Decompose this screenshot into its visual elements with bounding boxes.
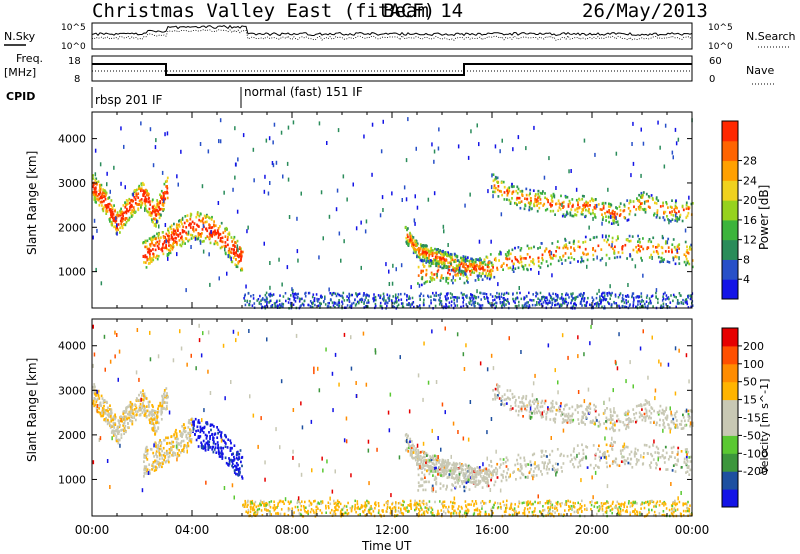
noise-tick-bottom-right: 10^0 xyxy=(708,42,733,52)
colorbar-tick: 200 xyxy=(743,340,764,353)
colorbar-tick: 4 xyxy=(743,273,750,286)
colorbar-tick: 12 xyxy=(743,234,757,247)
xtick-label: 08:00 xyxy=(275,523,310,537)
colorbar-tick: -50 xyxy=(743,429,761,442)
beam-label: Beam 14 xyxy=(383,0,463,22)
colorbar-tick: 16 xyxy=(743,214,757,227)
colorbar-swatch xyxy=(722,160,738,181)
power-panel: 1000 2000 3000 4000 xyxy=(58,111,694,310)
xtick-label: 04:00 xyxy=(175,523,210,537)
ytick-label: 2000 xyxy=(58,429,86,442)
ytick-label: 1000 xyxy=(58,473,86,486)
noise-tick-top-right: 10^5 xyxy=(708,23,733,33)
freq-tick-bottom: 8 xyxy=(74,74,80,85)
nsearch-label: N.Search xyxy=(746,30,796,43)
colorbar-tick: -15 xyxy=(743,412,761,425)
nave-tick-bottom: 0 xyxy=(709,74,715,85)
noise-sky-line xyxy=(91,24,693,37)
colorbar-swatch xyxy=(722,180,738,201)
velocity-ylabel: Slant Range [km] xyxy=(25,358,39,462)
velocity-colorbar: 200 100 50 15 -15 -50 -100 -200 xyxy=(721,327,768,508)
velocity-colorbar-label: Velocity [m s^-1] xyxy=(758,379,771,474)
cpid-segment-2: normal (fast) 151 IF xyxy=(244,85,363,99)
colorbar-swatch xyxy=(722,471,738,490)
xtick-label: 20:00 xyxy=(575,523,610,537)
xtick-label: 12:00 xyxy=(375,523,410,537)
xlabel: Time UT xyxy=(361,539,412,553)
cpid-label: CPID xyxy=(6,90,35,103)
xtick-label: 00:00 xyxy=(75,523,110,537)
nsky-label: N.Sky xyxy=(4,30,36,43)
xtick-label: 00:00 xyxy=(675,523,710,537)
power-colorbar: 4 8 12 16 20 24 28 xyxy=(721,120,757,300)
noise-tick-top-left: 10^5 xyxy=(61,23,86,33)
power-ylabel: Slant Range [km] xyxy=(25,151,39,255)
freq-line xyxy=(92,63,692,76)
colorbar-swatch xyxy=(722,140,738,162)
colorbar-tick: 50 xyxy=(743,376,757,389)
xtick-label: 16:00 xyxy=(475,523,510,537)
colorbar-tick: 15 xyxy=(743,394,757,407)
freq-unit: [MHz] xyxy=(4,66,36,79)
colorbar-swatch xyxy=(722,239,738,260)
page-title: Christmas Valley East (fitACF) xyxy=(92,0,435,22)
colorbar-swatch xyxy=(722,345,738,365)
cpid-segment-1: rbsp 201 IF xyxy=(95,93,162,107)
noise-tick-bottom-left: 10^0 xyxy=(61,42,86,52)
colorbar-swatch xyxy=(722,363,738,383)
power-colorbar-label: Power [dB] xyxy=(757,185,771,250)
colorbar-tick: 8 xyxy=(743,253,750,266)
colorbar-swatch xyxy=(722,489,738,508)
colorbar-swatch xyxy=(722,399,738,418)
ytick-label: 3000 xyxy=(58,384,86,397)
colorbar-swatch xyxy=(722,417,738,436)
nave-tick-top: 60 xyxy=(709,56,722,67)
ytick-label: 2000 xyxy=(58,221,86,234)
noise-panel xyxy=(91,22,693,50)
colorbar-tick: 100 xyxy=(743,358,764,371)
ytick-label: 1000 xyxy=(58,266,86,279)
colorbar-swatch xyxy=(722,219,738,241)
colorbar-tick: -100 xyxy=(743,447,768,460)
nave-label: Nave xyxy=(746,64,774,77)
colorbar-swatch xyxy=(722,121,738,142)
freq-label: Freq. xyxy=(16,52,43,65)
velocity-cells xyxy=(92,323,694,518)
colorbar-tick: -200 xyxy=(743,465,768,478)
ytick-label: 4000 xyxy=(58,340,86,353)
ytick-label: 3000 xyxy=(58,177,86,190)
colorbar-tick: 20 xyxy=(743,194,757,207)
ytick-label: 4000 xyxy=(58,133,86,146)
colorbar-swatch xyxy=(722,200,738,221)
freq-tick-top: 18 xyxy=(68,56,81,67)
colorbar-swatch xyxy=(722,279,738,300)
colorbar-swatch xyxy=(722,259,738,280)
velocity-panel: 1000 2000 3000 4000 00:00 04:00 08:00 12:00 16:0… xyxy=(58,318,710,537)
noise-search-line xyxy=(91,28,693,41)
colorbar-swatch xyxy=(722,435,738,454)
colorbar-swatch xyxy=(722,381,738,401)
freq-panel xyxy=(91,55,693,82)
colorbar-tick: 28 xyxy=(743,155,757,168)
colorbar-swatch xyxy=(722,328,738,347)
colorbar-swatch xyxy=(722,453,738,472)
colorbar-tick: 24 xyxy=(743,174,757,187)
date-label: 26/May/2013 xyxy=(582,0,708,22)
